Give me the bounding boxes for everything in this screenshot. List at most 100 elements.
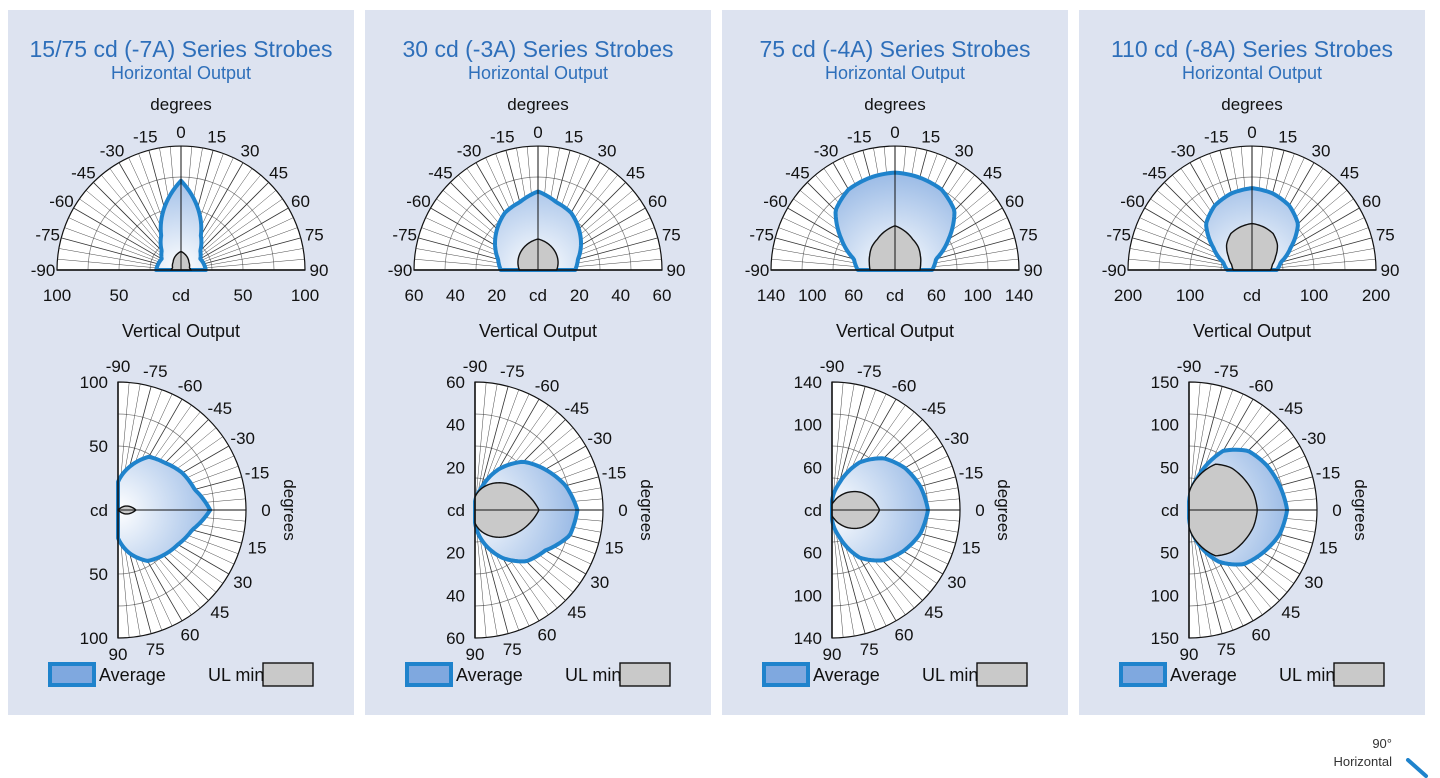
vertical-angle-tick-label: -90 [106, 357, 131, 376]
vertical-angle-tick-label: -75 [1214, 362, 1239, 381]
legend-ulmin-swatch [1333, 662, 1385, 687]
legend [48, 662, 314, 687]
horizontal-angle-tick-label: 75 [1376, 225, 1395, 244]
horizontal-radial-tick-label: 20 [570, 286, 589, 305]
chart-subtitle-horizontal: Horizontal Output [824, 63, 966, 83]
horizontal-angle-tick-label: 15 [564, 128, 583, 147]
horizontal-angle-tick-label: 30 [1312, 141, 1331, 160]
vertical-radial-tick-label: 50 [1160, 458, 1179, 477]
vertical-angle-tick-label: 30 [590, 573, 609, 592]
horizontal-radial-tick-label: cd [1243, 286, 1261, 305]
legend-average-label: Average [99, 665, 166, 685]
horizontal-angle-tick-label: 0 [1247, 123, 1256, 142]
vertical-angle-tick-label: -75 [857, 362, 882, 381]
horizontal-angle-tick-label: 45 [269, 163, 288, 182]
vertical-angle-tick-label: 75 [860, 640, 879, 659]
legend-average-swatch [405, 662, 453, 687]
horizontal-angle-tick-label: -75 [749, 225, 774, 244]
horizontal-angle-tick-label: 60 [1362, 192, 1381, 211]
horizontal-radial-tick-label: 140 [1005, 286, 1033, 305]
chart-subtitle-horizontal: Horizontal Output [110, 63, 252, 83]
vertical-angle-tick-label: -60 [892, 376, 917, 395]
vertical-angle-tick-label: 15 [248, 538, 267, 557]
vertical-grid-spoke [474, 382, 487, 511]
vertical-angle-tick-label: 0 [1332, 501, 1341, 520]
horizontal-angle-tick-label: -45 [428, 163, 453, 182]
horizontal-radial-tick-label: cd [529, 286, 547, 305]
horizontal-polar-plot: -90-75-60-45-30-15 0 153045607590degrees14… [745, 95, 1043, 305]
corner-arrow-icon [1406, 758, 1428, 778]
vertical-angle-tick-label: 90 [823, 645, 842, 664]
horizontal-radial-tick-label: 60 [927, 286, 946, 305]
horizontal-angle-tick-label: 15 [1278, 128, 1297, 147]
vertical-angle-tick-label: -90 [820, 357, 845, 376]
vertical-radial-tick-label: 100 [794, 416, 822, 435]
chart-canvas: -90-75-60-45-30-15 0 153045607590degrees10… [31, 95, 329, 687]
vertical-radial-tick-label: 100 [1151, 586, 1179, 605]
horizontal-radial-tick-label: 100 [963, 286, 991, 305]
vertical-radial-tick-label: 60 [446, 373, 465, 392]
vertical-angle-tick-label: 60 [538, 626, 557, 645]
vertical-angle-tick-label: -75 [500, 362, 525, 381]
vertical-average-series [116, 454, 213, 563]
vertical-radial-tick-label: 40 [446, 586, 465, 605]
vertical-angle-tick-label: 45 [924, 603, 943, 622]
horizontal-angle-tick-label: -60 [763, 192, 788, 211]
legend-average-swatch [48, 662, 96, 687]
vertical-angle-tick-label: -30 [230, 429, 255, 448]
horizontal-angle-tick-label: -45 [785, 163, 810, 182]
vertical-angle-tick-label: -15 [245, 464, 270, 483]
horizontal-angle-tick-label: 0 [533, 123, 542, 142]
chart-title: 75 cd (-4A) Series Strobes [759, 36, 1031, 62]
horizontal-radial-tick-label: 100 [43, 286, 71, 305]
horizontal-angle-tick-label: 45 [626, 163, 645, 182]
chart-title: 15/75 cd (-7A) Series Strobes [29, 36, 333, 62]
legend-ulmin-label: UL min [565, 665, 622, 685]
chart-title: 30 cd (-3A) Series Strobes [402, 36, 674, 62]
vertical-radial-tick-label: 20 [446, 544, 465, 563]
horizontal-angle-tick-label: 75 [305, 225, 324, 244]
legend-ulmin-swatch [619, 662, 671, 687]
vertical-radial-tick-label: 50 [89, 565, 108, 584]
legend-ulmin-swatch [976, 662, 1028, 687]
vertical-angle-tick-label: 45 [567, 603, 586, 622]
vertical-angle-tick-label: -60 [178, 376, 203, 395]
legend [1119, 662, 1385, 687]
horizontal-radial-tick-label: cd [886, 286, 904, 305]
vertical-angle-tick-label: 90 [109, 645, 128, 664]
corner-note-label: Horizontal [1333, 754, 1392, 769]
horizontal-angle-tick-label: -30 [1171, 141, 1196, 160]
vertical-angle-tick-label: 60 [895, 626, 914, 645]
horizontal-radial-tick-label: 60 [844, 286, 863, 305]
chart-subtitle-vertical: Vertical Output [478, 321, 598, 341]
horizontal-angle-tick-label: -30 [457, 141, 482, 160]
vertical-radial-tick-label: cd [447, 501, 465, 520]
horizontal-angle-tick-label: -60 [406, 192, 431, 211]
horizontal-radial-tick-label: 100 [1176, 286, 1204, 305]
horizontal-angle-tick-label: 0 [176, 123, 185, 142]
corner-note: 90° Horizontal [1333, 735, 1392, 771]
vertical-degrees-label: degrees [637, 479, 656, 540]
vertical-angle-tick-label: -45 [565, 399, 590, 418]
horizontal-angle-tick-label: -75 [392, 225, 417, 244]
horizontal-angle-tick-label: -90 [1102, 261, 1127, 280]
horizontal-angle-tick-label: 90 [1024, 261, 1043, 280]
vertical-radial-tick-label: 50 [89, 437, 108, 456]
vertical-angle-tick-label: 75 [146, 640, 165, 659]
horizontal-radial-tick-label: 50 [234, 286, 253, 305]
legend-average-label: Average [456, 665, 523, 685]
vertical-angle-tick-label: -75 [143, 362, 168, 381]
horizontal-radial-tick-label: 200 [1114, 286, 1142, 305]
vertical-radial-tick-label: 150 [1151, 629, 1179, 648]
horizontal-radial-tick-label: 40 [611, 286, 630, 305]
horizontal-radial-tick-label: 100 [291, 286, 319, 305]
vertical-angle-tick-label: -45 [208, 399, 233, 418]
horizontal-degrees-label: degrees [1221, 95, 1282, 114]
horizontal-angle-tick-label: 30 [598, 141, 617, 160]
horizontal-angle-tick-label: 90 [1381, 261, 1400, 280]
vertical-radial-tick-label: 20 [446, 458, 465, 477]
vertical-angle-tick-label: 45 [1281, 603, 1300, 622]
horizontal-polar-plot: -90-75-60-45-30-15 0 153045607590degrees60… [388, 95, 686, 305]
